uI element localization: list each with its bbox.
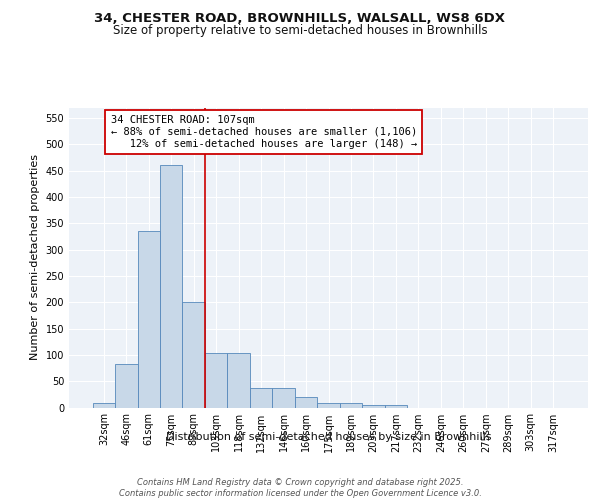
Bar [317,404,340,407]
Y-axis label: Number of semi-detached properties: Number of semi-detached properties [30,154,40,360]
Bar [362,405,385,407]
Bar [227,354,250,408]
Bar [385,405,407,407]
Bar [92,404,115,407]
Bar [295,397,317,407]
Text: Contains HM Land Registry data © Crown copyright and database right 2025.
Contai: Contains HM Land Registry data © Crown c… [119,478,481,498]
Text: Size of property relative to semi-detached houses in Brownhills: Size of property relative to semi-detach… [113,24,487,37]
Bar [160,166,182,408]
Text: Distribution of semi-detached houses by size in Brownhills: Distribution of semi-detached houses by … [166,432,491,442]
Bar [137,231,160,408]
Bar [340,404,362,407]
Text: 34 CHESTER ROAD: 107sqm
← 88% of semi-detached houses are smaller (1,106)
   12%: 34 CHESTER ROAD: 107sqm ← 88% of semi-de… [110,116,417,148]
Bar [250,388,272,407]
Text: 34, CHESTER ROAD, BROWNHILLS, WALSALL, WS8 6DX: 34, CHESTER ROAD, BROWNHILLS, WALSALL, W… [95,12,505,26]
Bar [182,302,205,408]
Bar [272,388,295,407]
Bar [115,364,137,408]
Bar [205,354,227,408]
